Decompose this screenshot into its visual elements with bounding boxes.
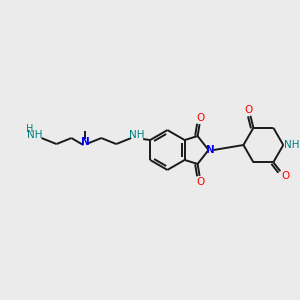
Text: H: H xyxy=(26,124,33,134)
Text: O: O xyxy=(196,177,205,187)
Text: O: O xyxy=(244,105,253,115)
Text: O: O xyxy=(281,171,290,181)
Text: NH: NH xyxy=(27,130,42,140)
Text: N: N xyxy=(81,137,90,147)
Text: NH: NH xyxy=(284,140,299,150)
Text: O: O xyxy=(196,113,205,123)
Text: N: N xyxy=(206,145,215,155)
Text: NH: NH xyxy=(129,130,145,140)
